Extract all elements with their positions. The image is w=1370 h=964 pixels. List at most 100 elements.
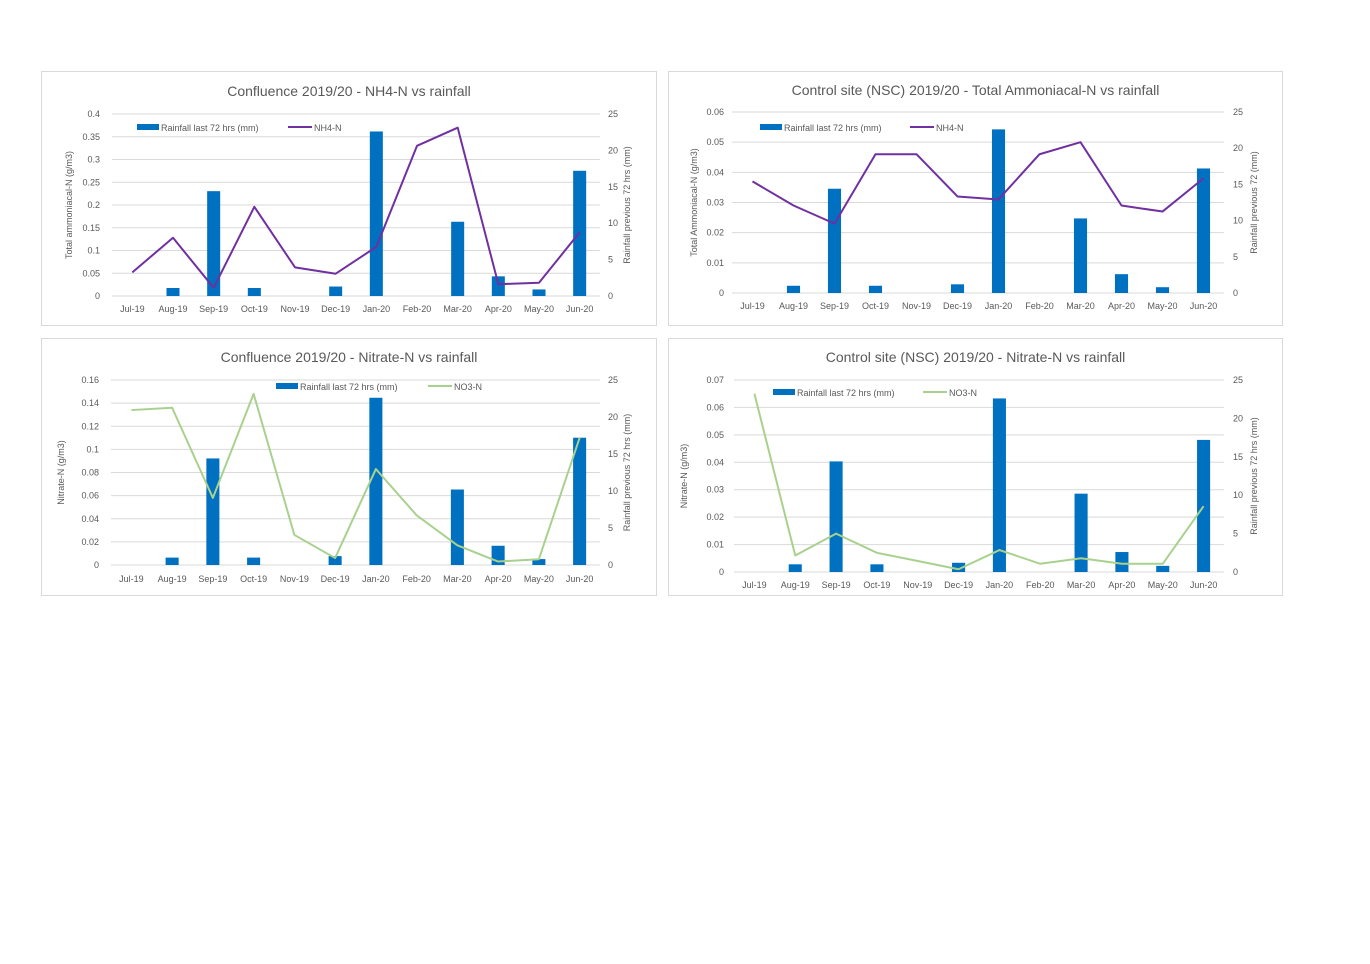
y2-tick-label: 25 bbox=[608, 109, 618, 119]
x-tick-label: Sep-19 bbox=[822, 580, 851, 590]
chart-panel-confluence-no3: Confluence 2019/20 - Nitrate-N vs rainfa… bbox=[41, 338, 657, 596]
x-tick-label: Jul-19 bbox=[119, 574, 144, 584]
rainfall-bar bbox=[206, 458, 220, 565]
chart-title: Control site (NSC) 2019/20 - Nitrate-N v… bbox=[826, 349, 1126, 365]
rainfall-bar bbox=[827, 188, 842, 293]
rainfall-bar bbox=[868, 285, 883, 293]
x-tick-label: Feb-20 bbox=[1026, 580, 1055, 590]
y2-tick-label: 15 bbox=[1233, 179, 1243, 189]
x-tick-label: Feb-20 bbox=[402, 574, 431, 584]
x-tick-label: Dec-19 bbox=[943, 301, 972, 311]
x-tick-label: Apr-20 bbox=[1108, 301, 1135, 311]
x-tick-label: Dec-19 bbox=[321, 574, 350, 584]
legend-line-label: NO3-N bbox=[454, 382, 482, 392]
y2-tick-label: 0 bbox=[608, 291, 613, 301]
x-tick-label: Oct-19 bbox=[862, 301, 889, 311]
x-tick-label: Jan-20 bbox=[986, 580, 1014, 590]
legend-bar-swatch bbox=[137, 124, 159, 130]
y2-tick-label: 5 bbox=[1233, 529, 1238, 539]
chart-svg: Confluence 2019/20 - NH4-N vs rainfall 0 0… bbox=[64, 83, 632, 314]
y2-tick-label: 10 bbox=[608, 486, 618, 496]
rainfall-bar bbox=[329, 286, 343, 296]
legend-bar-swatch bbox=[760, 124, 782, 130]
series-line bbox=[131, 392, 581, 563]
x-tick-label: Nov-19 bbox=[280, 574, 309, 584]
y2-axis-label: Rainfall previous 72 (mm) bbox=[1249, 151, 1259, 254]
x-tick-label: Jun-20 bbox=[566, 304, 594, 314]
chart-svg: Control site (NSC) 2019/20 - Nitrate-N v… bbox=[679, 349, 1259, 590]
x-tick-label: Sep-19 bbox=[820, 301, 849, 311]
y-tick-label: 0.01 bbox=[706, 258, 724, 268]
y-tick-label: 0 bbox=[719, 567, 724, 577]
y-tick-label: 0.2 bbox=[87, 200, 100, 210]
y2-tick-label: 25 bbox=[1233, 375, 1243, 385]
x-tick-label: Aug-19 bbox=[779, 301, 808, 311]
chart-title: Control site (NSC) 2019/20 - Total Ammon… bbox=[792, 82, 1160, 98]
x-tick-label: Nov-19 bbox=[902, 301, 931, 311]
y-tick-label: 0.04 bbox=[81, 514, 99, 524]
x-tick-label: Aug-19 bbox=[158, 304, 187, 314]
y-tick-label: 0.04 bbox=[706, 167, 724, 177]
x-tick-label: May-20 bbox=[524, 574, 554, 584]
y2-tick-label: 5 bbox=[1233, 252, 1238, 262]
x-tick-label: Jul-19 bbox=[740, 301, 765, 311]
chart-svg: Control site (NSC) 2019/20 - Total Ammon… bbox=[689, 82, 1259, 311]
legend-bar-label: Rainfall last 72 hrs (mm) bbox=[161, 123, 259, 133]
y-tick-label: 0.03 bbox=[706, 198, 724, 208]
x-tick-label: Sep-19 bbox=[198, 574, 227, 584]
x-tick-label: Feb-20 bbox=[403, 304, 432, 314]
rainfall-bar bbox=[950, 284, 965, 293]
chart-panel-control-no3: Control site (NSC) 2019/20 - Nitrate-N v… bbox=[668, 338, 1283, 596]
x-tick-label: Apr-20 bbox=[1108, 580, 1135, 590]
y2-axis-label: Rainfall previous 72 hrs (mm) bbox=[622, 146, 632, 264]
y2-tick-label: 25 bbox=[608, 375, 618, 385]
x-tick-label: Mar-20 bbox=[1067, 580, 1096, 590]
y-tick-label: 0.07 bbox=[706, 375, 724, 385]
legend-line-label: NO3-N bbox=[949, 388, 977, 398]
y2-tick-label: 0 bbox=[1233, 567, 1238, 577]
rainfall-bar bbox=[532, 289, 546, 296]
x-tick-label: May-20 bbox=[1148, 580, 1178, 590]
rainfall-bar bbox=[450, 489, 464, 565]
y-tick-label: 0 bbox=[95, 291, 100, 301]
x-tick-label: Mar-20 bbox=[443, 574, 472, 584]
rainfall-bar bbox=[991, 129, 1006, 293]
x-tick-label: Apr-20 bbox=[485, 304, 512, 314]
x-tick-label: Feb-20 bbox=[1025, 301, 1054, 311]
x-tick-label: Dec-19 bbox=[321, 304, 350, 314]
x-tick-label: Oct-19 bbox=[241, 304, 268, 314]
series-line bbox=[753, 393, 1205, 571]
y-tick-label: 0.4 bbox=[87, 109, 100, 119]
y-tick-label: 0.16 bbox=[81, 375, 99, 385]
x-tick-label: Dec-19 bbox=[944, 580, 973, 590]
y-tick-label: 0 bbox=[719, 288, 724, 298]
y-tick-label: 0.05 bbox=[82, 268, 100, 278]
chart-svg: Confluence 2019/20 - Nitrate-N vs rainfa… bbox=[56, 349, 632, 584]
chart-title: Confluence 2019/20 - Nitrate-N vs rainfa… bbox=[221, 349, 478, 365]
y-tick-label: 0.03 bbox=[706, 485, 724, 495]
rainfall-bar bbox=[369, 397, 383, 565]
y2-tick-label: 0 bbox=[1233, 288, 1238, 298]
chart-panel-confluence-nh4: Confluence 2019/20 - NH4-N vs rainfall 0 0… bbox=[41, 71, 657, 326]
rainfall-bar bbox=[369, 131, 383, 296]
rainfall-bar bbox=[829, 461, 843, 572]
rainfall-bar bbox=[1115, 552, 1129, 572]
y2-tick-label: 10 bbox=[1233, 216, 1243, 226]
y2-tick-label: 15 bbox=[608, 449, 618, 459]
rainfall-bar bbox=[532, 559, 546, 565]
y2-tick-label: 20 bbox=[1233, 143, 1243, 153]
y-tick-label: 0.1 bbox=[87, 246, 100, 256]
rainfall-bar bbox=[992, 398, 1006, 572]
x-tick-label: Aug-19 bbox=[781, 580, 810, 590]
x-tick-label: Jan-20 bbox=[362, 574, 390, 584]
x-tick-label: Jan-20 bbox=[363, 304, 391, 314]
y2-axis-label: Rainfall previous 72 hrs (mm) bbox=[1249, 417, 1259, 535]
x-tick-label: Apr-20 bbox=[485, 574, 512, 584]
legend-line-label: NH4-N bbox=[936, 123, 964, 133]
y-tick-label: 0.3 bbox=[87, 155, 100, 165]
y-tick-label: 0.05 bbox=[706, 430, 724, 440]
legend-line-label: NH4-N bbox=[314, 123, 342, 133]
y2-tick-label: 5 bbox=[608, 255, 613, 265]
rainfall-bar bbox=[165, 557, 179, 565]
series-line bbox=[751, 141, 1205, 225]
